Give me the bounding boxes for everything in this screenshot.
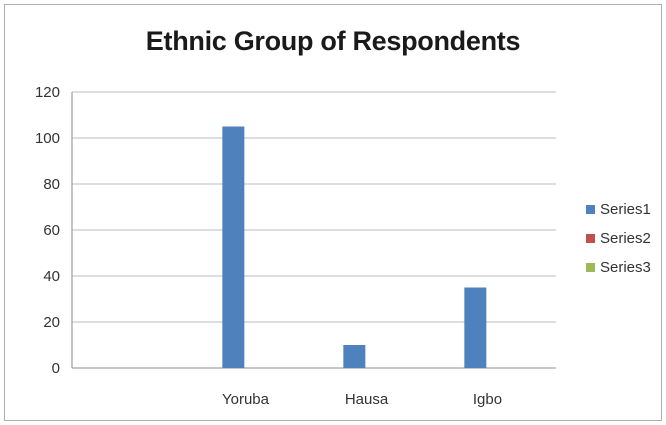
legend-swatch — [586, 263, 595, 272]
y-tick-label: 0 — [52, 360, 60, 377]
y-tick-label: 100 — [35, 130, 60, 147]
x-tick-label: Hausa — [345, 391, 389, 408]
y-tick-label: 120 — [35, 84, 60, 101]
y-tick-label: 40 — [43, 268, 60, 285]
y-tick-label: 80 — [43, 176, 60, 193]
bars — [222, 126, 487, 368]
legend: Series1 Series2 Series3 — [586, 201, 651, 276]
y-axis-ticks: 0 20 40 60 80 100 120 — [35, 84, 60, 377]
bar — [222, 126, 245, 368]
y-tick-label: 20 — [43, 314, 60, 331]
bar — [343, 345, 366, 368]
bar — [464, 287, 487, 368]
legend-swatch — [586, 205, 595, 214]
x-axis-ticks: Yoruba Hausa Igbo — [222, 391, 502, 408]
x-tick-label: Igbo — [473, 391, 502, 408]
x-tick-label: Yoruba — [222, 391, 270, 408]
chart-title: Ethnic Group of Respondents — [145, 26, 521, 56]
legend-label: Series1 — [600, 201, 651, 218]
y-tick-label: 60 — [43, 222, 60, 239]
legend-label: Series2 — [600, 230, 651, 247]
legend-label: Series3 — [600, 259, 651, 276]
legend-swatch — [586, 234, 595, 243]
gridlines — [71, 91, 556, 369]
chart-frame — [4, 4, 662, 421]
